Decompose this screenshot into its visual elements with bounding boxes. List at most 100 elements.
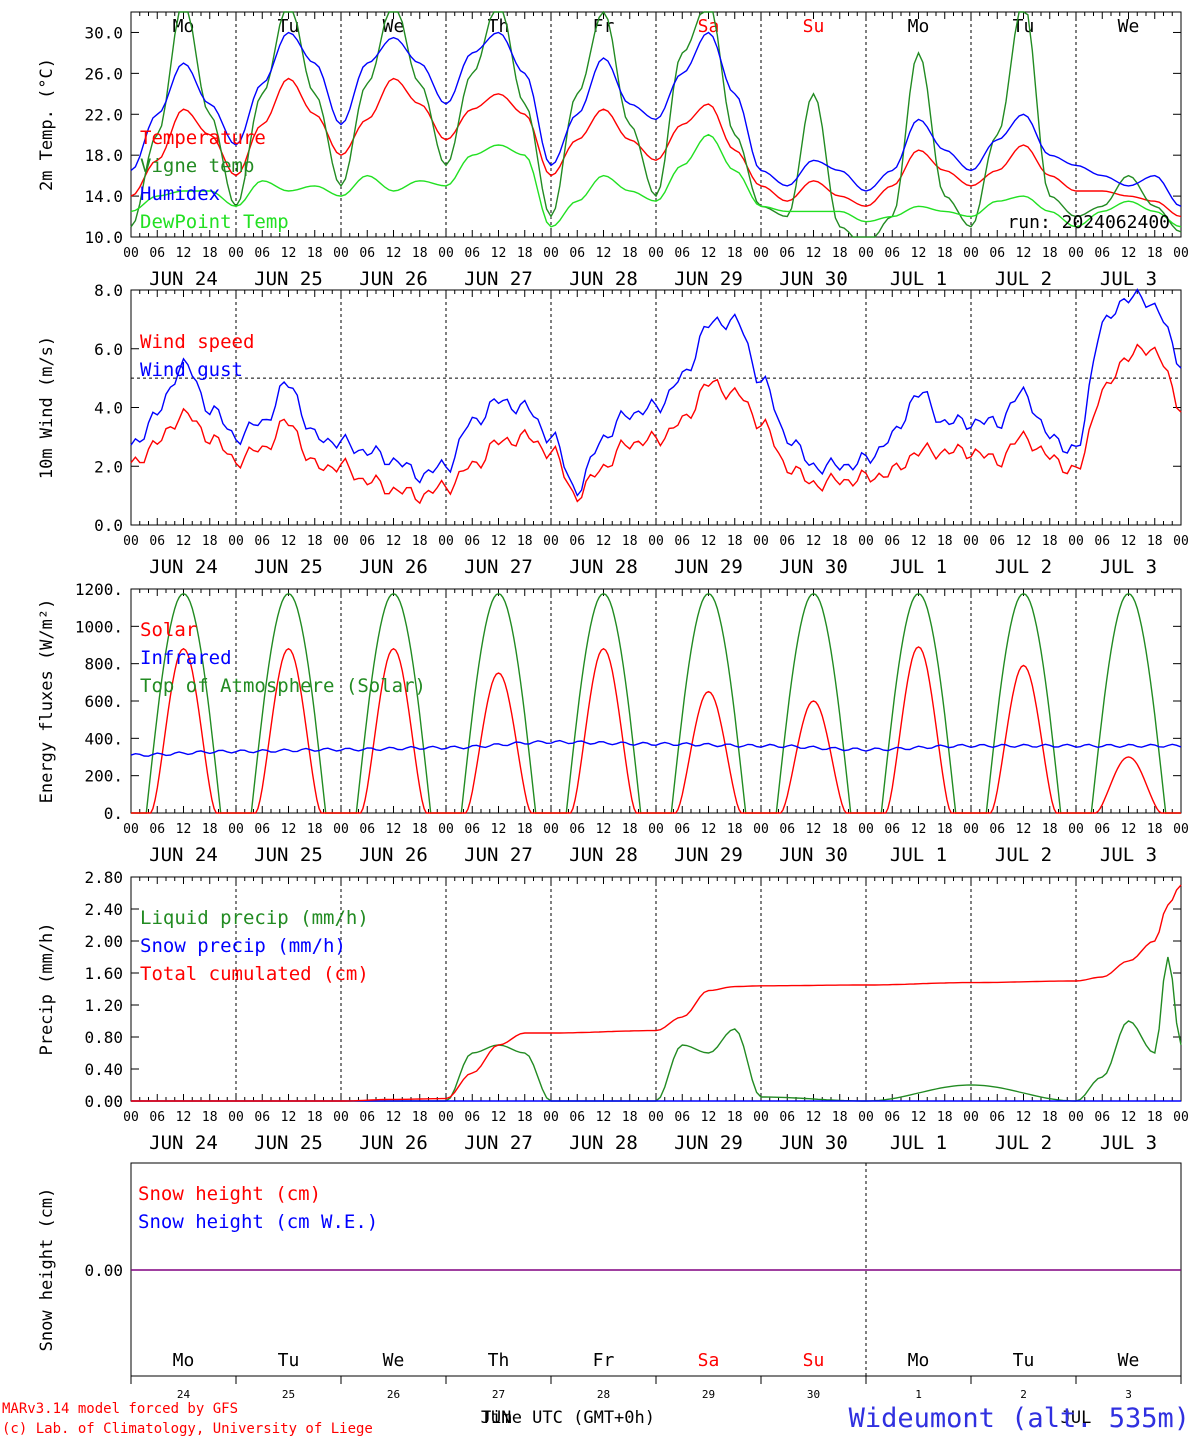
weekday-label: We xyxy=(1118,1350,1140,1371)
hour-tick-label: 06 xyxy=(464,1110,480,1125)
hour-tick-label: 12 xyxy=(1016,822,1032,837)
day-number-label: 30 xyxy=(807,1388,820,1401)
hour-tick-label: 00 xyxy=(123,246,139,261)
hour-tick-label: 00 xyxy=(648,1110,664,1125)
day-label: JUL 1 xyxy=(890,268,947,290)
legend-entry: Solar xyxy=(140,619,197,641)
hour-tick-label: 06 xyxy=(1094,534,1110,549)
weekday-label: We xyxy=(383,1350,405,1371)
legend-entry: Liquid precip (mm/h) xyxy=(140,907,369,929)
panel-5: 0.00 Snow height (cm) Snow height (cm) Snow… xyxy=(37,1162,1182,1401)
panel-4: 00 06 12 18 00 06 12 18 00 06 12 18 00 06 12 18 00 06 12 18… xyxy=(37,868,1189,1154)
y-tick-label: 18.0 xyxy=(84,146,123,165)
hour-tick-label: 06 xyxy=(149,1110,165,1125)
day-number-label: 27 xyxy=(492,1388,505,1401)
day-label: JUN 30 xyxy=(779,268,848,290)
hour-tick-label: 00 xyxy=(123,534,139,549)
y-tick-label: 0.00 xyxy=(84,1261,123,1280)
hour-tick-label: 12 xyxy=(176,1110,192,1125)
hour-tick-label: 12 xyxy=(806,534,822,549)
series-line xyxy=(131,884,1182,1102)
hour-tick-label: 12 xyxy=(176,822,192,837)
hour-tick-label: 00 xyxy=(858,246,874,261)
hour-tick-label: 18 xyxy=(727,822,743,837)
credit-line-1: MARv3.14 model forced by GFS xyxy=(2,1401,238,1417)
day-label: JUN 24 xyxy=(149,268,218,290)
plot-frame xyxy=(130,11,1182,238)
hour-tick-label: 12 xyxy=(491,246,507,261)
hour-tick-label: 00 xyxy=(1173,1110,1189,1125)
hour-tick-label: 06 xyxy=(989,822,1005,837)
day-label: JUN 28 xyxy=(569,556,638,578)
hour-tick-label: 06 xyxy=(989,1110,1005,1125)
hour-tick-label: 12 xyxy=(596,822,612,837)
weekday-label: Tu xyxy=(1013,1350,1035,1371)
hour-tick-label: 00 xyxy=(648,534,664,549)
legend-entry: Snow height (cm W.E.) xyxy=(138,1211,378,1233)
y-tick-label: 0.80 xyxy=(84,1028,123,1047)
hour-tick-label: 12 xyxy=(1121,822,1137,837)
day-label: JUL 2 xyxy=(995,1132,1052,1154)
day-label: JUN 26 xyxy=(359,844,428,866)
hour-tick-label: 12 xyxy=(281,1110,297,1125)
hour-tick-label: 00 xyxy=(648,822,664,837)
hour-tick-label: 18 xyxy=(832,534,848,549)
y-axis-label: Precip (mm/h) xyxy=(37,922,57,1055)
hour-tick-label: 18 xyxy=(832,246,848,261)
weekday-label: We xyxy=(383,16,405,37)
hour-tick-label: 12 xyxy=(701,246,717,261)
day-label: JUN 24 xyxy=(149,556,218,578)
y-axis-label: Snow height (cm) xyxy=(37,1188,57,1352)
hour-tick-label: 00 xyxy=(333,534,349,549)
hour-tick-label: 00 xyxy=(123,822,139,837)
day-label: JUN 24 xyxy=(149,844,218,866)
hour-tick-label: 18 xyxy=(307,246,323,261)
weekday-label: Tu xyxy=(278,16,300,37)
weekday-label: Fr xyxy=(593,1350,615,1371)
series-line xyxy=(130,739,1182,757)
hour-tick-label: 12 xyxy=(281,534,297,549)
y-tick-label: 14.0 xyxy=(84,187,123,206)
station-title: Wideumont (alt. 535m) xyxy=(849,1403,1190,1434)
y-tick-label: 30.0 xyxy=(84,23,123,42)
hour-tick-label: 18 xyxy=(937,822,953,837)
day-label: JUN 28 xyxy=(569,844,638,866)
hour-tick-label: 12 xyxy=(701,534,717,549)
day-label: JUL 3 xyxy=(1100,844,1157,866)
day-number-label: 28 xyxy=(597,1388,610,1401)
hour-tick-label: 18 xyxy=(937,534,953,549)
y-tick-label: 400. xyxy=(84,729,123,748)
day-label: JUL 2 xyxy=(995,268,1052,290)
hour-tick-label: 18 xyxy=(307,1110,323,1125)
legend-entry: Snow precip (mm/h) xyxy=(140,935,346,957)
y-tick-label: 10.0 xyxy=(84,228,123,247)
hour-tick-label: 18 xyxy=(727,246,743,261)
hour-tick-label: 00 xyxy=(123,1110,139,1125)
legend-entry: Snow height (cm) xyxy=(138,1183,321,1205)
y-tick-label: 600. xyxy=(84,692,123,711)
weekday-label: Mo xyxy=(908,1350,930,1371)
hour-tick-label: 00 xyxy=(333,246,349,261)
hour-tick-label: 18 xyxy=(202,1110,218,1125)
y-tick-label: 2.00 xyxy=(84,932,123,951)
day-number-label: 1 xyxy=(915,1388,922,1401)
hour-tick-label: 12 xyxy=(386,534,402,549)
series-line xyxy=(130,288,1182,497)
hour-tick-label: 18 xyxy=(1147,534,1163,549)
day-label: JUN 28 xyxy=(569,1132,638,1154)
hour-tick-label: 00 xyxy=(543,246,559,261)
hour-tick-label: 18 xyxy=(412,1110,428,1125)
hour-tick-label: 06 xyxy=(884,822,900,837)
legend-entry: Infrared xyxy=(140,647,232,669)
hour-tick-label: 18 xyxy=(622,534,638,549)
hour-tick-label: 18 xyxy=(832,1110,848,1125)
month-label: JUL xyxy=(1061,1408,1092,1428)
hour-tick-label: 12 xyxy=(281,246,297,261)
hour-tick-label: 06 xyxy=(149,822,165,837)
hour-tick-label: 00 xyxy=(438,822,454,837)
series-line xyxy=(130,77,1182,218)
day-number-label: 24 xyxy=(177,1388,191,1401)
run-annotation: run: 2024062400 xyxy=(1007,212,1170,233)
day-label: JUN 30 xyxy=(779,1132,848,1154)
